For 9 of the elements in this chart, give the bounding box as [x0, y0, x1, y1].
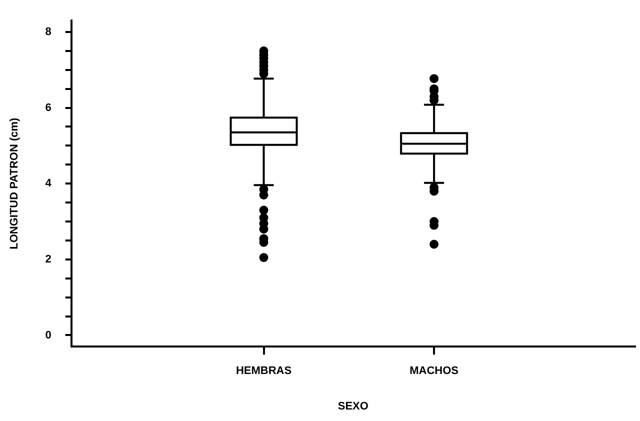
x-tick-label: MACHOS	[410, 365, 458, 378]
y-tick-label: 6	[45, 102, 52, 114]
y-tick-label: 0	[45, 329, 52, 342]
y-tick-label: 8	[45, 26, 52, 38]
y-axis-title: LONGITUD PATRON (cm)	[8, 117, 21, 250]
x-tick-label: HEMBRAS	[236, 365, 292, 378]
x-axis-title: SEXO	[338, 400, 369, 412]
y-tick-label: 2	[45, 253, 52, 266]
y-tick-label: 4	[45, 178, 52, 190]
